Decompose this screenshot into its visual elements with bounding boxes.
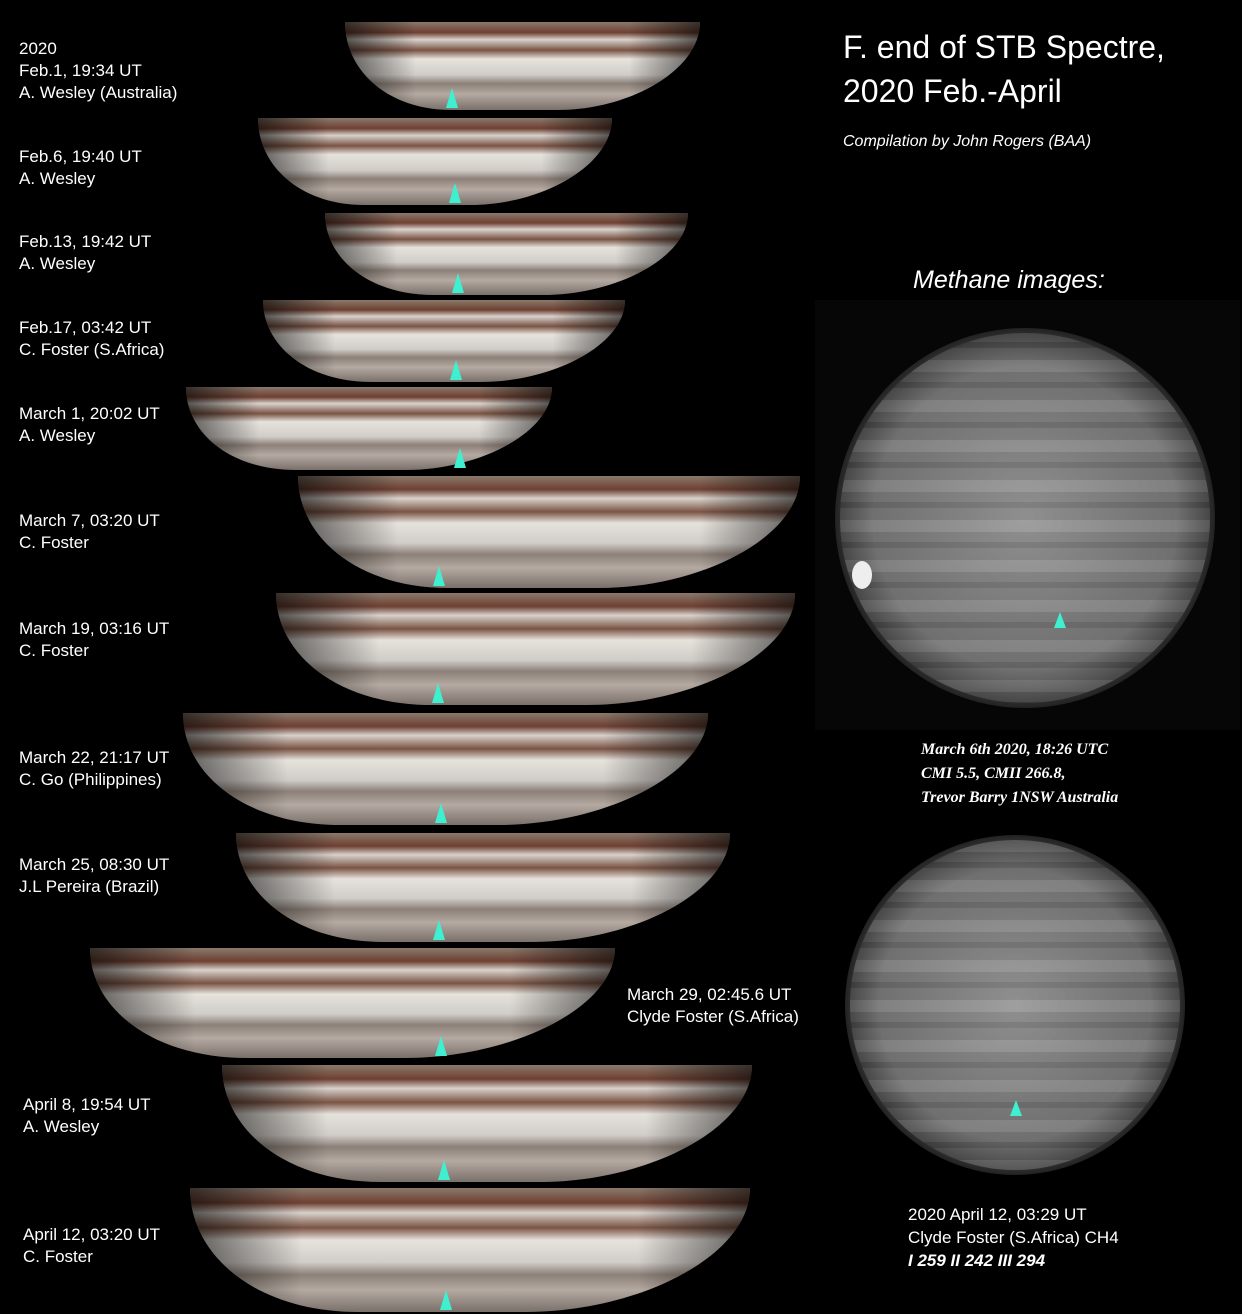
strip-label: April 8, 19:54 UT (23, 1095, 151, 1114)
caption-box (915, 735, 1150, 813)
methane-caption: March 6th 2020, 18:26 UTC (920, 741, 1108, 758)
marker (433, 920, 445, 940)
strip-label: A. Wesley (19, 426, 96, 445)
strip-label: 2020 (19, 39, 57, 58)
strip-label: C. Foster (23, 1247, 93, 1266)
strip-label: A. Wesley (19, 254, 96, 273)
strip-label: March 22, 21:17 UT (19, 748, 169, 767)
strip-label: Feb.1, 19:34 UT (19, 61, 142, 80)
marker (435, 803, 447, 823)
strip-label: March 19, 03:16 UT (19, 619, 169, 638)
limb-shade (90, 948, 615, 1058)
marker (1010, 1100, 1022, 1116)
title: F. end of STB Spectre, (843, 29, 1165, 65)
marker (450, 360, 462, 380)
strip-label: C. Foster (19, 533, 89, 552)
methane-heading: Methane images: (913, 266, 1105, 294)
subtitle: Compilation by John Rogers (BAA) (843, 133, 1091, 150)
strip-label: March 29, 02:45.6 UT (627, 985, 791, 1004)
marker (449, 183, 461, 203)
marker (438, 1160, 450, 1180)
strip-label: C. Foster (19, 641, 89, 660)
methane-caption: 2020 April 12, 03:29 UT (908, 1205, 1087, 1224)
limb-shade (190, 1188, 750, 1312)
strip-label: C. Foster (S.Africa) (19, 340, 164, 359)
strip-label: April 12, 03:20 UT (23, 1225, 160, 1244)
bright-spot (852, 561, 872, 589)
methane-bands (850, 840, 1180, 1170)
marker (454, 448, 466, 468)
marker (432, 683, 444, 703)
methane-bands (840, 333, 1210, 703)
strip-label: March 1, 20:02 UT (19, 404, 160, 423)
limb-shade (345, 22, 700, 110)
methane-caption: Trevor Barry 1NSW Australia (921, 789, 1118, 806)
strip-label: A. Wesley (Australia) (19, 83, 177, 102)
strip-label: Feb.13, 19:42 UT (19, 232, 151, 251)
title: 2020 Feb.-April (843, 73, 1062, 109)
limb-shade (236, 833, 730, 942)
methane-caption: Clyde Foster (S.Africa) CH4 (908, 1228, 1119, 1247)
limb-shade (276, 593, 795, 705)
limb-shade (263, 300, 625, 382)
limb-shade (258, 118, 612, 205)
strip-label: March 25, 08:30 UT (19, 855, 169, 874)
marker (446, 88, 458, 108)
limb-shade (186, 387, 552, 470)
strip-label: C. Go (Philippines) (19, 770, 162, 789)
strip-label: Clyde Foster (S.Africa) (627, 1007, 799, 1026)
methane-caption: I 259 II 242 III 294 (908, 1251, 1046, 1270)
marker (1054, 612, 1066, 628)
marker (435, 1036, 447, 1056)
limb-shade (325, 213, 688, 295)
strip-label: A. Wesley (23, 1117, 100, 1136)
strip-label: March 7, 03:20 UT (19, 511, 160, 530)
methane-caption: CMI 5.5, CMII 266.8, (921, 765, 1065, 782)
strip-label: Feb.17, 03:42 UT (19, 318, 151, 337)
limb-shade (222, 1065, 752, 1182)
limb-shade (298, 476, 800, 588)
strip-label: Feb.6, 19:40 UT (19, 147, 142, 166)
marker (433, 566, 445, 586)
limb-shade (183, 713, 708, 825)
strip-label: A. Wesley (19, 169, 96, 188)
marker (440, 1290, 452, 1310)
strip-label: J.L Pereira (Brazil) (19, 877, 159, 896)
marker (452, 273, 464, 293)
